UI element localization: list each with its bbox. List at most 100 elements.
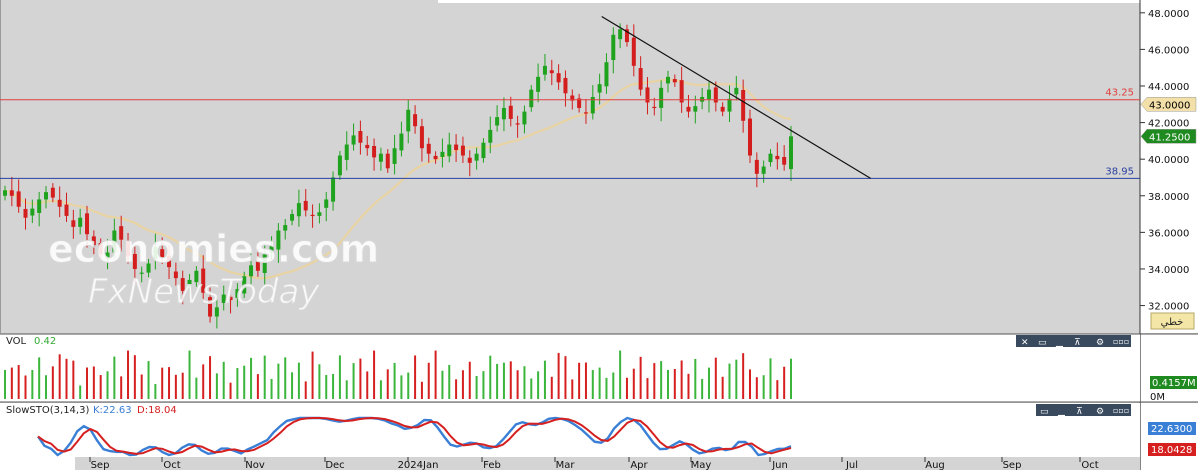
volume-bar: [632, 368, 635, 399]
volume-bar: [270, 378, 273, 399]
collapse-icon[interactable]: ▁: [1057, 407, 1066, 417]
candle-body: [283, 225, 288, 231]
candle-body: [112, 230, 117, 253]
volume-bar: [537, 371, 540, 399]
volume-mark-label: 0.4157M: [1152, 378, 1196, 389]
candle-body: [782, 156, 787, 165]
candle-body: [419, 126, 424, 149]
candle-body: [30, 208, 35, 216]
volume-bar: [728, 363, 731, 399]
time-axis: [75, 457, 1140, 470]
volume-bar: [277, 363, 280, 399]
volume-bar: [496, 363, 499, 399]
volume-bar: [318, 364, 321, 399]
collapse-icon[interactable]: ▁: [1055, 338, 1064, 348]
candle-body: [508, 105, 513, 119]
volume-bar: [174, 374, 177, 399]
volume-panel: [0, 334, 1140, 402]
volume-bar: [482, 371, 485, 399]
volume-bar: [762, 375, 765, 399]
more-icon[interactable]: ▫▫▫: [1113, 406, 1129, 415]
volume-bar: [291, 372, 294, 399]
candle-body: [296, 203, 301, 217]
volume-bar: [434, 350, 437, 399]
candle-body: [433, 155, 438, 160]
candle-body: [173, 271, 178, 279]
price-tick-label: 34.0000: [1148, 265, 1189, 276]
volume-bar: [51, 366, 54, 399]
close-icon[interactable]: ✕: [1021, 338, 1029, 348]
month-label: 2024Jan: [398, 460, 439, 470]
volume-bar: [188, 350, 191, 399]
volume-toolbar: ✕ ▭ ▁ ⊼ ⚙ ▫▫▫: [1016, 335, 1131, 348]
candle-body: [187, 279, 192, 287]
candle-body: [235, 289, 240, 298]
volume-bar: [687, 373, 690, 399]
volume-bar: [427, 362, 430, 399]
volume-bar: [386, 369, 389, 399]
stochastic-d-line: [37, 416, 792, 455]
candle-body: [85, 213, 90, 235]
volume-bar: [168, 367, 171, 399]
month-label: Feb: [483, 460, 501, 470]
volume-bar: [625, 377, 628, 399]
volume-bar: [243, 365, 246, 399]
candle-body: [515, 123, 520, 125]
volume-bar: [297, 362, 300, 399]
candle-body: [180, 278, 185, 291]
month-label: Jul: [845, 460, 858, 470]
candle-body: [624, 29, 629, 43]
candle-body: [105, 252, 110, 259]
volume-bar: [127, 350, 130, 399]
stochastic-toolbar: ▭ ▁ ⊼ ⚙ ▫▫▫: [1036, 404, 1131, 417]
maximize-icon[interactable]: ▭: [1038, 338, 1047, 348]
volume-bar: [755, 377, 758, 399]
volume-bar: [161, 367, 164, 399]
maximize-icon[interactable]: ▭: [1040, 407, 1049, 417]
month-label: Dec: [325, 460, 344, 470]
volume-bar: [256, 374, 259, 399]
candle-body: [638, 68, 643, 90]
volume-bar: [694, 358, 697, 399]
candle-body: [789, 136, 793, 170]
volume-bar: [776, 380, 779, 399]
volume-bar: [707, 367, 710, 399]
volume-bar: [489, 355, 492, 399]
candle-body: [16, 191, 21, 207]
candle-body: [290, 214, 295, 221]
candle-body: [98, 242, 103, 255]
candle-body: [549, 70, 554, 74]
candle-body: [310, 214, 315, 217]
candle-body: [399, 133, 404, 151]
volume-bar: [598, 367, 601, 399]
volume-bar: [24, 375, 27, 399]
candle-body: [385, 153, 390, 169]
move-up-icon[interactable]: ⊼: [1074, 338, 1081, 348]
note-button[interactable]: [1150, 312, 1195, 330]
more-icon[interactable]: ▫▫▫: [1113, 337, 1129, 346]
settings-icon[interactable]: ⚙: [1096, 338, 1104, 348]
price-tick-label: 38.0000: [1148, 192, 1189, 203]
move-up-icon[interactable]: ⊼: [1076, 407, 1083, 417]
volume-bar: [543, 360, 546, 399]
level-label: 43.25: [1105, 88, 1134, 99]
volume-bar: [338, 355, 341, 399]
candle-body: [344, 144, 349, 160]
volume-bar: [584, 362, 587, 399]
volume-bar: [4, 369, 6, 399]
candle-body: [597, 84, 602, 93]
candle-body: [317, 212, 322, 216]
volume-bar: [31, 369, 34, 399]
candle-body: [618, 29, 623, 40]
month-label: Sep: [91, 460, 110, 470]
candle-body: [590, 96, 595, 114]
candle-body: [23, 208, 28, 218]
settings-icon[interactable]: ⚙: [1096, 407, 1104, 417]
volume-bar: [516, 370, 519, 399]
candle-body: [501, 107, 506, 120]
volume-bar: [154, 384, 157, 399]
month-label: May: [691, 460, 712, 470]
candle-body: [495, 117, 500, 126]
price-tick-label: 46.0000: [1148, 45, 1189, 56]
